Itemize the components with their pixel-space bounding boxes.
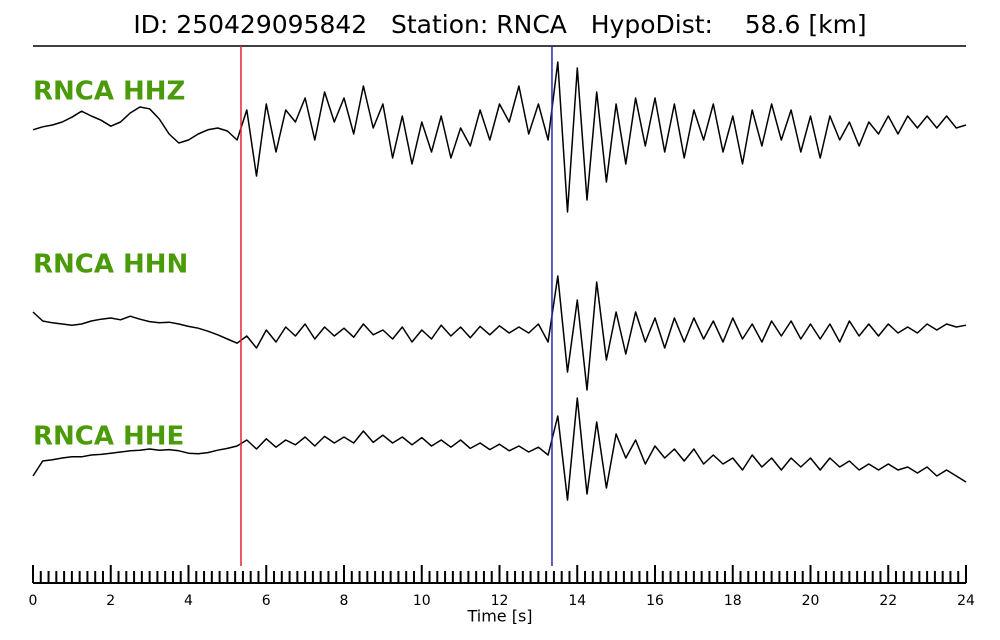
trace-label: RNCA HHE bbox=[33, 422, 184, 452]
x-tick-label: 18 bbox=[724, 593, 742, 609]
waveform bbox=[32, 397, 967, 501]
x-tick-label: 16 bbox=[646, 593, 664, 609]
x-tick-label: 10 bbox=[413, 593, 431, 609]
x-tick-label: 2 bbox=[106, 593, 115, 609]
x-tick-label: 8 bbox=[340, 593, 349, 609]
waveform bbox=[32, 275, 967, 391]
x-tick-label: 20 bbox=[802, 593, 820, 609]
trace-label: RNCA HHN bbox=[33, 250, 188, 280]
x-tick-label: 12 bbox=[491, 593, 509, 609]
trace-label: RNCA HHZ bbox=[33, 77, 185, 107]
x-axis-label: Time [s] bbox=[466, 607, 532, 626]
x-tick-label: 0 bbox=[29, 593, 38, 609]
x-tick-label: 24 bbox=[957, 593, 975, 609]
chart-title: ID: 250429095842 Station: RNCA HypoDist:… bbox=[133, 10, 866, 39]
waveform bbox=[32, 61, 967, 213]
x-tick-label: 14 bbox=[568, 593, 586, 609]
x-tick-label: 6 bbox=[262, 593, 271, 609]
x-tick-label: 4 bbox=[184, 593, 193, 609]
x-tick-label: 22 bbox=[879, 593, 897, 609]
